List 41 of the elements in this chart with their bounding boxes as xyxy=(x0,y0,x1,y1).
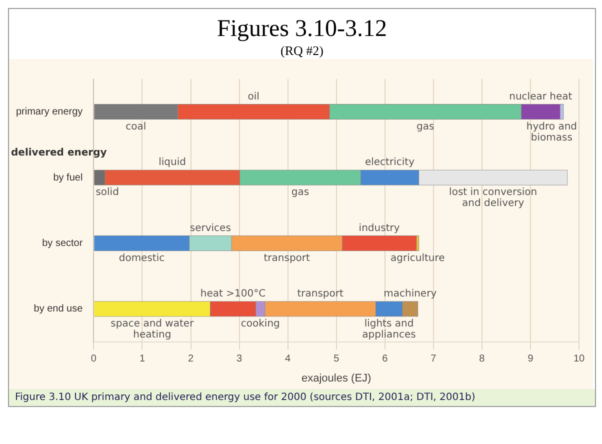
series-label: gas xyxy=(291,187,310,198)
x-tick-label: 8 xyxy=(479,354,486,365)
series-label: industry xyxy=(358,222,400,234)
y-tick-label: by fuel xyxy=(53,172,83,184)
series-label: space and water heating xyxy=(110,318,195,341)
x-tick-label: 1 xyxy=(139,354,146,365)
series-label: lost in conversion and delivery xyxy=(449,187,538,210)
x-tick-label: 4 xyxy=(285,354,292,365)
series-label: nuclear heat xyxy=(509,91,572,102)
y-tick-label: by end use xyxy=(34,304,84,315)
series-label: domestic xyxy=(118,252,165,264)
series-label: transport xyxy=(297,288,344,300)
y-tick-label: by sector xyxy=(42,238,84,249)
series-label: electricity xyxy=(364,157,415,168)
y-tick-label: primary energy xyxy=(16,106,83,118)
x-tick-label: 5 xyxy=(334,354,340,365)
series-label: machinery xyxy=(384,288,437,300)
x-axis-title: exajoules (EJ) xyxy=(301,372,372,384)
x-tick-label: 9 xyxy=(528,354,534,365)
series-label: coal xyxy=(126,121,146,132)
series-label: heat >100°C xyxy=(200,288,266,300)
series-label: hydro and biomass xyxy=(526,121,577,144)
x-tick-label: 7 xyxy=(430,354,437,365)
series-label: transport xyxy=(264,252,310,264)
chart-title: Figures 3.10-3.12 xyxy=(216,15,388,43)
x-tick-label: 2 xyxy=(188,354,194,365)
annotation: delivered energy xyxy=(11,147,108,158)
series-label: solid xyxy=(96,187,119,198)
series-label: agriculture xyxy=(390,252,445,264)
series-label: lights and appliances xyxy=(362,318,416,341)
series-label: liquid xyxy=(158,157,186,168)
series-label: services xyxy=(190,222,231,234)
x-tick-label: 0 xyxy=(90,354,97,365)
x-tick-label: 3 xyxy=(236,354,242,365)
caption: Figure 3.10 UK primary and delivered energy use for 2000 (sources DTI, 2001a; DTI, 2001b) xyxy=(9,389,595,406)
series-label: oil xyxy=(248,91,260,102)
chart-subtitle: (RQ #2) xyxy=(280,43,324,59)
x-tick-label: 10 xyxy=(573,354,585,365)
x-tick-label: 6 xyxy=(382,354,388,365)
series-label: cooking xyxy=(240,318,280,330)
series-label: gas xyxy=(416,121,434,132)
